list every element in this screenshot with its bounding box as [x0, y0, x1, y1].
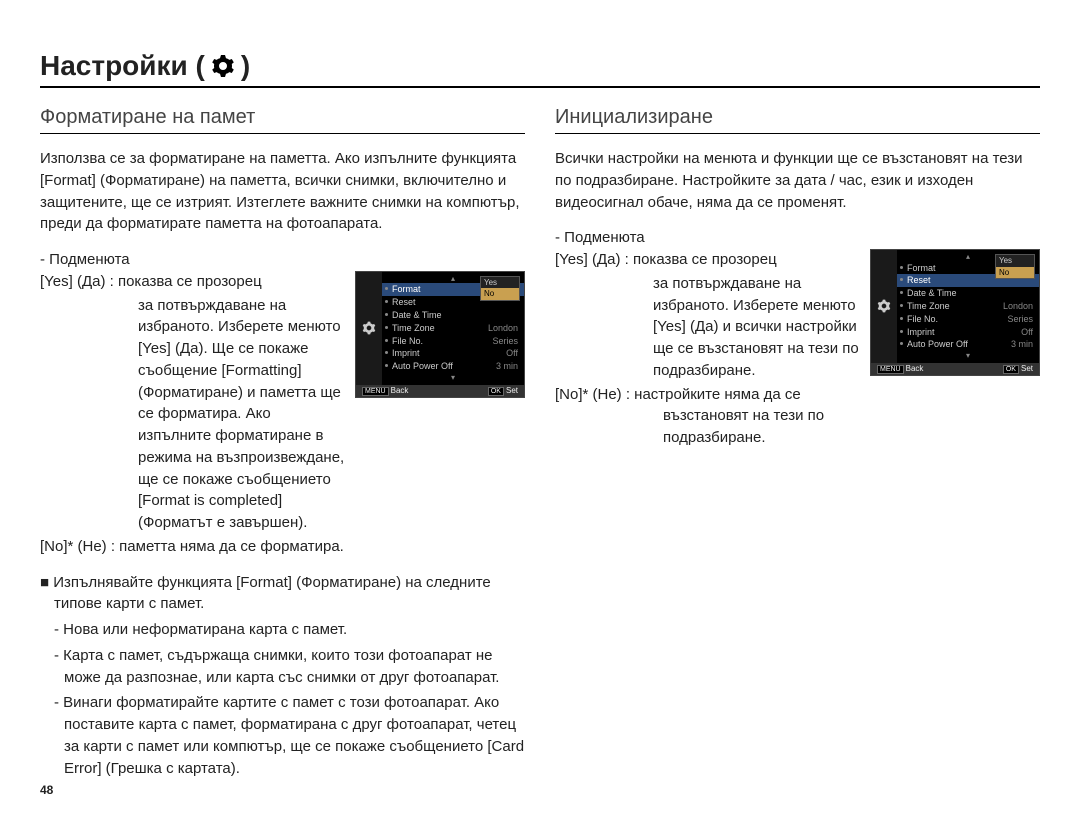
menu-popup: Yes No: [995, 254, 1035, 279]
reset-submenu-label: - Подменюта: [555, 227, 1040, 249]
menu-screenshot-reset: ▴FormatResetDate & TimeTime ZoneLondonFi…: [870, 249, 1040, 376]
menu-row: ImprintOff: [897, 326, 1039, 339]
gear-icon: [362, 321, 376, 335]
format-yes-block: [Yes] (Да) : показва се прозорец за потв…: [40, 271, 345, 560]
gear-icon: [211, 54, 235, 78]
menu-row: Date & Time: [382, 309, 524, 322]
format-intro: Използва се за форматиране на паметта. А…: [40, 148, 525, 235]
menu-row: ImprintOff: [382, 347, 524, 360]
menu-row: Date & Time: [897, 287, 1039, 300]
menu-row: Time ZoneLondon: [382, 322, 524, 335]
menu-row: File No.Series: [897, 313, 1039, 326]
format-bullets: ■ Изпълнявайте функцията [Format] (Форма…: [40, 572, 525, 780]
menu-row: File No.Series: [382, 335, 524, 348]
gear-icon: [877, 299, 891, 313]
right-column: Инициализиране Всички настройки на менют…: [555, 106, 1040, 783]
section-heading-format: Форматиране на памет: [40, 106, 525, 134]
section-heading-reset: Инициализиране: [555, 106, 1040, 134]
menu-row: Auto Power Off3 min: [382, 360, 524, 373]
page-number: 48: [40, 783, 53, 797]
menu-row: Auto Power Off3 min: [897, 338, 1039, 351]
format-submenu-label: - Подменюта: [40, 249, 525, 271]
page-title: Настройки ( ): [40, 50, 1040, 88]
menu-row: Time ZoneLondon: [897, 300, 1039, 313]
menu-popup: Yes No: [480, 276, 520, 301]
reset-intro: Всички настройки на менюта и функции ще …: [555, 148, 1040, 213]
left-column: Форматиране на памет Използва се за форм…: [40, 106, 525, 783]
reset-yes-block: [Yes] (Да) : показва се прозорец за потв…: [555, 249, 860, 451]
title-prefix: Настройки (: [40, 50, 205, 82]
menu-screenshot-format: ▴FormatResetDate & TimeTime ZoneLondonFi…: [355, 271, 525, 398]
title-suffix: ): [241, 50, 250, 82]
